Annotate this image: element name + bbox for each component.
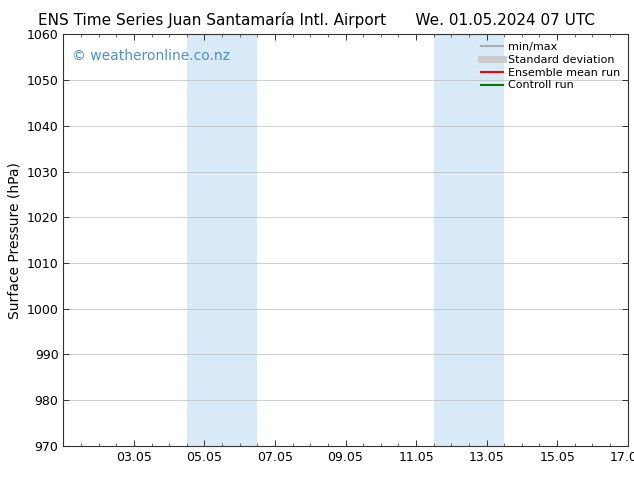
Y-axis label: Surface Pressure (hPa): Surface Pressure (hPa) [7,162,21,318]
Legend: min/max, Standard deviation, Ensemble mean run, Controll run: min/max, Standard deviation, Ensemble me… [479,40,622,93]
Text: © weatheronline.co.nz: © weatheronline.co.nz [72,49,230,63]
Text: ENS Time Series Juan Santamaría Intl. Airport      We. 01.05.2024 07 UTC: ENS Time Series Juan Santamaría Intl. Ai… [39,12,595,28]
Bar [434,34,469,446]
Bar [222,34,257,446]
Bar [187,34,222,446]
Bar [469,34,504,446]
